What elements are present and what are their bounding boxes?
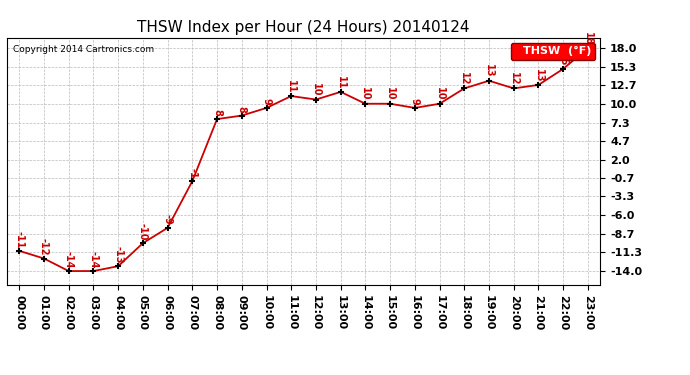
Text: 18: 18 bbox=[583, 32, 593, 45]
Text: -14: -14 bbox=[88, 251, 99, 268]
Text: -13: -13 bbox=[113, 246, 123, 263]
Text: 12: 12 bbox=[509, 72, 519, 86]
Text: 11: 11 bbox=[286, 80, 296, 93]
Text: 10: 10 bbox=[311, 83, 321, 97]
Text: 10: 10 bbox=[385, 87, 395, 101]
Text: -12: -12 bbox=[39, 238, 49, 256]
Text: 12: 12 bbox=[460, 72, 469, 86]
Text: -10: -10 bbox=[138, 223, 148, 240]
Text: 9: 9 bbox=[262, 98, 271, 105]
Text: 10: 10 bbox=[435, 87, 444, 101]
Text: 15: 15 bbox=[558, 53, 568, 66]
Legend: THSW  (°F): THSW (°F) bbox=[511, 43, 595, 60]
Text: -9: -9 bbox=[163, 214, 172, 225]
Text: -11: -11 bbox=[14, 231, 24, 248]
Text: 13: 13 bbox=[533, 69, 544, 82]
Text: 13: 13 bbox=[484, 64, 494, 78]
Text: 10: 10 bbox=[360, 87, 371, 101]
Text: 8: 8 bbox=[237, 106, 247, 113]
Title: THSW Index per Hour (24 Hours) 20140124: THSW Index per Hour (24 Hours) 20140124 bbox=[137, 20, 470, 35]
Text: 11: 11 bbox=[336, 76, 346, 89]
Text: Copyright 2014 Cartronics.com: Copyright 2014 Cartronics.com bbox=[13, 45, 154, 54]
Text: 9: 9 bbox=[410, 98, 420, 105]
Text: 8: 8 bbox=[212, 110, 222, 116]
Text: -14: -14 bbox=[63, 251, 74, 268]
Text: -1: -1 bbox=[188, 168, 197, 178]
